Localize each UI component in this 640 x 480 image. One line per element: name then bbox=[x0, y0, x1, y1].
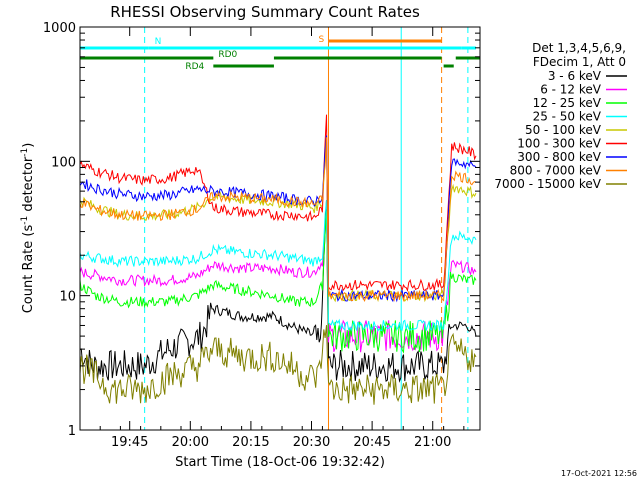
series-line-5 bbox=[79, 114, 477, 293]
x-tick-label-2: 20:15 bbox=[232, 435, 269, 450]
axis-ticks: 19:45 20:00 20:15 20:30 20:45 21:00 1 10 100 1000 bbox=[43, 21, 480, 450]
legend-label-3: 25 - 50 keV bbox=[533, 110, 602, 124]
y-axis-label-sup1: -1 bbox=[20, 216, 30, 225]
y-axis-label-sup2: -1 bbox=[20, 148, 30, 157]
y-axis-label-end: ) bbox=[21, 143, 36, 148]
status-bar-label-n: N bbox=[155, 37, 162, 47]
plot-frame bbox=[79, 26, 481, 431]
x-tick-label-4: 20:45 bbox=[353, 435, 390, 450]
series-layer bbox=[79, 114, 477, 405]
legend-label-8: 7000 - 15000 keV bbox=[494, 177, 601, 191]
status-bars: N S RD0 RD4 bbox=[80, 35, 480, 72]
x-axis-label: Start Time (18-Oct-06 19:32:42) bbox=[175, 455, 385, 470]
footer-date: 17-Oct-2021 12:56 bbox=[561, 469, 637, 478]
legend-header-line-2: FDecim 1, Att 0 bbox=[533, 55, 626, 69]
y-tick-label-0: 1 bbox=[68, 424, 76, 439]
y-tick-label-3: 1000 bbox=[43, 21, 76, 36]
y-axis-label: Count Rate (s-1 detector-1) bbox=[20, 143, 36, 314]
series-line-8 bbox=[79, 325, 477, 405]
series-line-7 bbox=[79, 137, 477, 303]
series-line-0 bbox=[79, 200, 477, 383]
y-axis-label-main: Count Rate (s bbox=[21, 225, 36, 314]
status-bar-label-s: S bbox=[318, 35, 324, 45]
legend-header-line-1: Det 1,3,4,5,6,9, bbox=[532, 41, 626, 55]
legend-label-5: 100 - 300 keV bbox=[517, 137, 601, 151]
series-line-2 bbox=[79, 210, 477, 354]
x-tick-label-1: 20:00 bbox=[172, 435, 209, 450]
legend-label-0: 3 - 6 keV bbox=[548, 69, 602, 83]
chart-title: RHESSI Observing Summary Count Rates bbox=[110, 3, 420, 21]
status-bar-label-rd0: RD0 bbox=[218, 50, 237, 60]
y-axis-label-mid: detector bbox=[21, 156, 36, 216]
y-tick-label-2: 100 bbox=[51, 155, 76, 170]
status-bar-label-rd4: RD4 bbox=[185, 62, 204, 72]
x-tick-label-0: 19:45 bbox=[111, 435, 148, 450]
legend-label-6: 300 - 800 keV bbox=[517, 150, 601, 164]
legend-label-2: 12 - 25 keV bbox=[533, 96, 602, 110]
legend-label-4: 50 - 100 keV bbox=[525, 123, 602, 137]
series-line-3 bbox=[79, 200, 477, 332]
legend-label-7: 800 - 7000 keV bbox=[510, 164, 602, 178]
series-line-1 bbox=[79, 212, 477, 353]
x-tick-label-3: 20:30 bbox=[293, 435, 330, 450]
x-tick-label-5: 21:00 bbox=[414, 435, 451, 450]
y-tick-label-1: 10 bbox=[59, 290, 76, 305]
legend-label-1: 6 - 12 keV bbox=[540, 83, 602, 97]
